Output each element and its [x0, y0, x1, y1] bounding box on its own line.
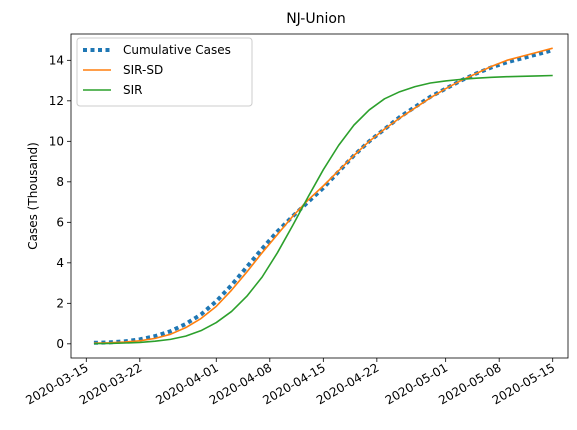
series-group — [93, 47, 554, 345]
y-tick-label: 8 — [56, 175, 64, 189]
y-axis-label: Cases (Thousand) — [26, 142, 40, 250]
y-tick-label: 12 — [49, 94, 64, 108]
y-tick-label: 6 — [56, 215, 64, 229]
series-line-sir-sd — [93, 47, 553, 345]
y-tick-label: 10 — [49, 134, 64, 148]
y-tick-label: 4 — [56, 256, 64, 270]
y-tick-label: 14 — [49, 53, 64, 67]
legend-box — [76, 37, 253, 107]
y-axis: 0 2 4 6 8 10 12 14 — [49, 53, 71, 351]
legend: Cumulative Cases SIR-SD SIR — [76, 37, 253, 107]
legend-label: SIR — [123, 83, 143, 97]
y-tick-label: 2 — [56, 296, 64, 310]
plot-area — [70, 33, 569, 359]
plot-frame — [70, 33, 569, 359]
series-line-sir — [93, 74, 553, 345]
legend-label: Cumulative Cases — [123, 43, 231, 57]
legend-label: SIR-SD — [123, 63, 163, 77]
y-tick-label: 0 — [56, 337, 64, 351]
chart-title: NJ-Union — [286, 11, 346, 27]
